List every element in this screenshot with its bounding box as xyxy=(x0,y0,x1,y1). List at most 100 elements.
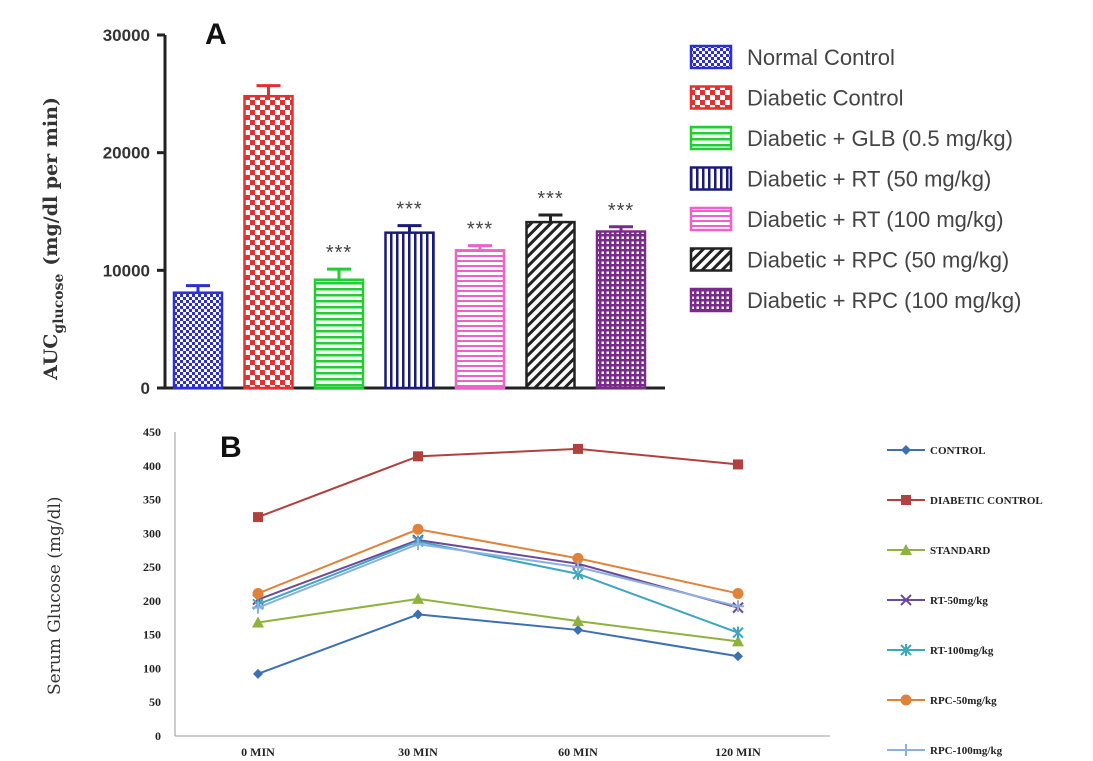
data-point xyxy=(732,635,744,647)
significance-label: *** xyxy=(537,188,563,210)
panel-b-x-tick-label: 120 MIN xyxy=(715,745,761,759)
data-point xyxy=(732,600,744,613)
panel-b-y-tick-label: 150 xyxy=(143,628,161,642)
legend-label: Diabetic + RT (100 mg/kg) xyxy=(747,207,1004,232)
legend-swatch xyxy=(689,247,733,272)
bar xyxy=(172,291,224,390)
legend-item: CONTROL xyxy=(887,445,986,457)
data-point xyxy=(413,609,423,620)
data-point xyxy=(412,538,424,551)
legend-swatch xyxy=(689,206,733,232)
legend-label: CONTROL xyxy=(930,445,986,457)
panel-b-x-tick-label: 30 MIN xyxy=(398,745,438,759)
bar xyxy=(454,249,506,390)
panel-b-x-tick-label: 60 MIN xyxy=(558,745,598,759)
data-point xyxy=(900,694,912,706)
legend-swatch xyxy=(689,44,733,70)
panel-a-y-axis-label: AUCglucose(mg/dl per min) xyxy=(40,97,67,381)
legend-label: Diabetic + RPC (50 mg/kg) xyxy=(747,248,1009,273)
data-point xyxy=(412,523,424,535)
significance-label: *** xyxy=(467,219,493,241)
legend-item: DIABETIC CONTROL xyxy=(887,495,1043,507)
series xyxy=(252,538,744,614)
series xyxy=(252,534,744,614)
panel-b-y-axis-label: Serum Glucose (mg/dl) xyxy=(45,496,65,695)
legend-label: RT-100mg/kg xyxy=(930,645,994,657)
panel-b-label: B xyxy=(220,431,242,464)
data-point xyxy=(252,601,264,614)
legend-label: DIABETIC CONTROL xyxy=(930,495,1043,507)
panel-b-y-tick-label: 250 xyxy=(143,560,161,574)
data-point xyxy=(572,552,584,564)
data-point xyxy=(900,594,912,606)
panel-b-y-tick-label: 100 xyxy=(143,661,161,675)
legend-item: RT-100mg/kg xyxy=(887,644,994,657)
bar xyxy=(313,278,365,390)
series xyxy=(252,523,744,599)
legend-swatch xyxy=(689,166,733,191)
data-point xyxy=(252,616,264,628)
panel-b: B 0 50 100 150 200 250 300 350 400 450 0 MIN 30 MIN… xyxy=(45,425,1043,759)
bar xyxy=(595,230,647,390)
panel-a-y-tick-label: 0 xyxy=(141,379,150,398)
data-point xyxy=(900,644,912,656)
panel-a-y-tick-label: 30000 xyxy=(103,26,150,45)
panel-a-y-tick-label: 10000 xyxy=(103,261,150,280)
data-point xyxy=(733,459,743,470)
significance-label: *** xyxy=(608,200,634,222)
legend-swatch xyxy=(689,125,733,151)
data-point xyxy=(900,744,912,756)
significance-label: *** xyxy=(396,199,422,221)
legend-label: Diabetic + GLB (0.5 mg/kg) xyxy=(747,126,1013,151)
panel-b-y-tick-label: 300 xyxy=(143,526,161,540)
panel-a-label: A xyxy=(205,18,227,51)
series xyxy=(253,443,743,523)
data-point xyxy=(732,626,744,639)
data-point xyxy=(901,445,911,455)
series-line xyxy=(257,447,739,519)
data-point xyxy=(573,443,583,454)
series-line xyxy=(257,597,739,643)
legend-item: RT-50mg/kg xyxy=(887,594,988,607)
series xyxy=(252,592,744,647)
legend-item: RPC-100mg/kg xyxy=(887,744,1003,757)
data-point xyxy=(253,668,263,679)
series-line xyxy=(257,528,739,595)
panel-b-y-tick-label: 400 xyxy=(143,459,161,473)
data-point xyxy=(901,495,911,505)
panel-b-x-tick-label: 0 MIN xyxy=(241,745,275,759)
legend-label: Diabetic + RT (50 mg/kg) xyxy=(747,167,991,192)
significance-label: *** xyxy=(326,242,352,264)
panel-b-y-tick-label: 50 xyxy=(149,695,161,709)
legend-swatch xyxy=(689,85,733,110)
data-point xyxy=(253,512,263,523)
series-line xyxy=(257,540,739,634)
legend-label: RPC-50mg/kg xyxy=(930,695,997,707)
legend-label: RT-50mg/kg xyxy=(930,595,988,607)
series-line xyxy=(257,543,739,609)
data-point xyxy=(900,544,912,555)
legend-label: Diabetic Control xyxy=(747,86,904,111)
legend-item: STANDARD xyxy=(887,544,990,557)
bar xyxy=(525,220,576,390)
legend-label: Normal Control xyxy=(747,45,895,70)
panel-b-y-tick-label: 350 xyxy=(143,493,161,507)
data-point xyxy=(733,651,743,662)
legend-swatch xyxy=(689,287,733,313)
data-point xyxy=(732,587,744,599)
panel-a: A 0 10000 20000 30000 *** *** *** *** *** Norma… xyxy=(40,18,1022,398)
data-point xyxy=(572,615,584,627)
panel-a-y-tick-label: 20000 xyxy=(103,144,150,163)
legend-label: STANDARD xyxy=(930,545,990,557)
series-line xyxy=(257,613,739,675)
panel-b-y-tick-label: 0 xyxy=(155,729,161,743)
series-line xyxy=(257,539,739,609)
data-point xyxy=(252,587,264,599)
panel-b-y-tick-label: 450 xyxy=(143,425,161,439)
bar xyxy=(243,94,294,390)
series xyxy=(253,609,743,679)
data-point xyxy=(413,451,423,462)
data-point xyxy=(572,561,584,574)
bar xyxy=(384,231,435,390)
